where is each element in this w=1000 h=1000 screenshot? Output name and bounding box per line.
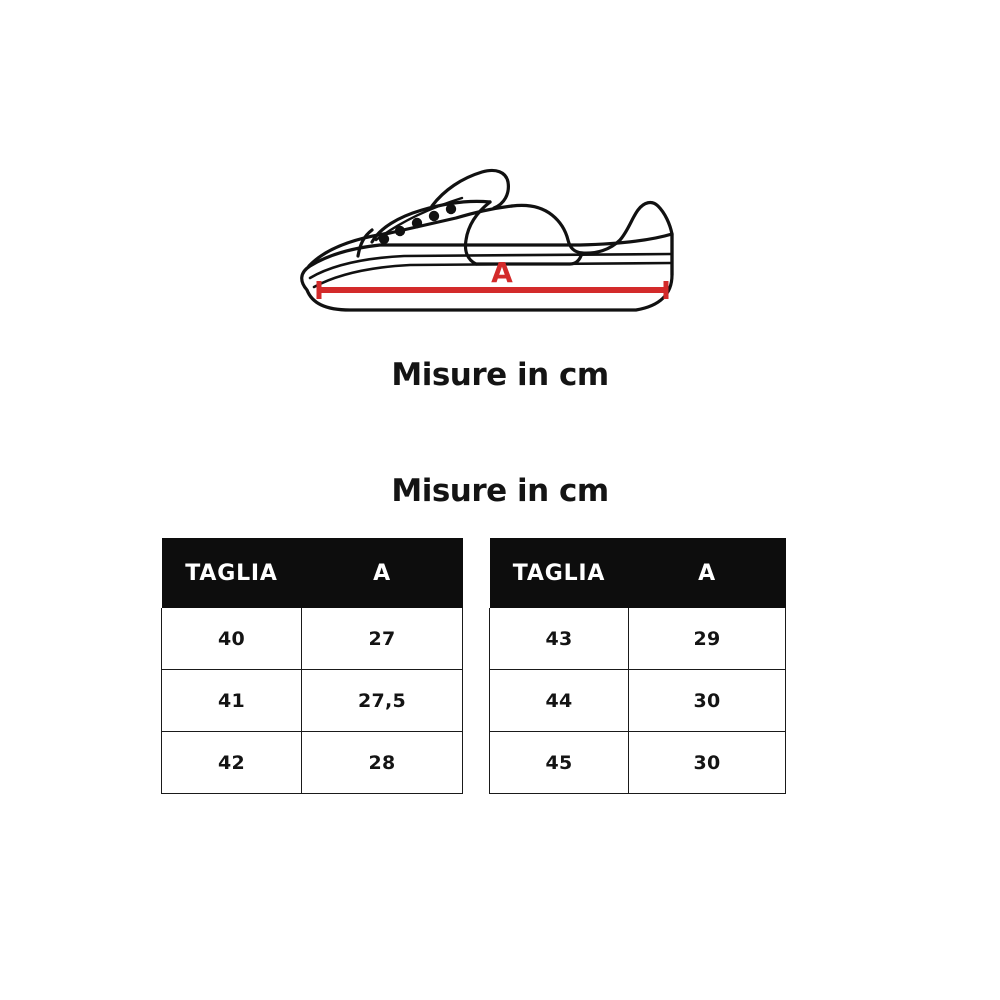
- table-row: 44 30: [489, 669, 786, 732]
- caption-misure-bottom: Misure in cm: [391, 473, 609, 509]
- quarter-seam: [463, 200, 492, 266]
- size-table-left: TAGLIA A 40 27 41 27,5 42 28: [161, 538, 463, 794]
- collar-front: [510, 203, 584, 255]
- lace-eyelets: [378, 203, 457, 245]
- heel-counter: [580, 200, 674, 255]
- table-header-row: TAGLIA A: [161, 538, 463, 608]
- eyelet-5: [445, 203, 457, 215]
- header-taglia: TAGLIA: [489, 538, 629, 608]
- size-table-right: TAGLIA A 43 29 44 30 45 30: [489, 538, 786, 794]
- midsole-line-2: [312, 261, 674, 289]
- table-row: 45 30: [489, 731, 786, 794]
- cell-measure-a: 30: [628, 731, 786, 794]
- cell-measure-a: 29: [628, 608, 786, 670]
- cell-measure-a: 28: [301, 731, 463, 794]
- midsole-line-1: [308, 252, 674, 280]
- cell-size: 41: [161, 669, 302, 732]
- eyelet-3: [411, 217, 423, 229]
- sneaker-outline: [300, 168, 674, 312]
- eyelet-4: [428, 210, 440, 222]
- cell-measure-a: 30: [628, 669, 786, 732]
- cell-size: 40: [161, 608, 302, 670]
- table-row: 41 27,5: [161, 669, 463, 732]
- cell-size: 44: [489, 669, 629, 732]
- measurement-line-a: A: [316, 256, 669, 299]
- toe-cap-seam: [356, 228, 374, 258]
- sneaker-illustration: A: [300, 168, 674, 312]
- header-a: A: [628, 538, 786, 608]
- tongue: [430, 168, 510, 210]
- cell-size: 42: [161, 731, 302, 794]
- eyelet-1: [378, 233, 390, 245]
- cell-size: 45: [489, 731, 629, 794]
- cell-size: 43: [489, 608, 629, 670]
- table-row: 40 27: [161, 608, 463, 670]
- eyelet-2: [394, 225, 406, 237]
- vamp-seam: [370, 199, 492, 244]
- panel-bottom-seam: [474, 251, 584, 266]
- caption-misure-top: Misure in cm: [391, 357, 609, 393]
- measure-label-a: A: [491, 256, 513, 289]
- cell-measure-a: 27: [301, 608, 463, 670]
- table-row: 43 29: [489, 608, 786, 670]
- header-a: A: [301, 538, 463, 608]
- table-header-row: TAGLIA A: [489, 538, 786, 608]
- cell-measure-a: 27,5: [301, 669, 463, 732]
- table-row: 42 28: [161, 731, 463, 794]
- shoe-diagram: A: [280, 160, 700, 360]
- header-taglia: TAGLIA: [161, 538, 302, 608]
